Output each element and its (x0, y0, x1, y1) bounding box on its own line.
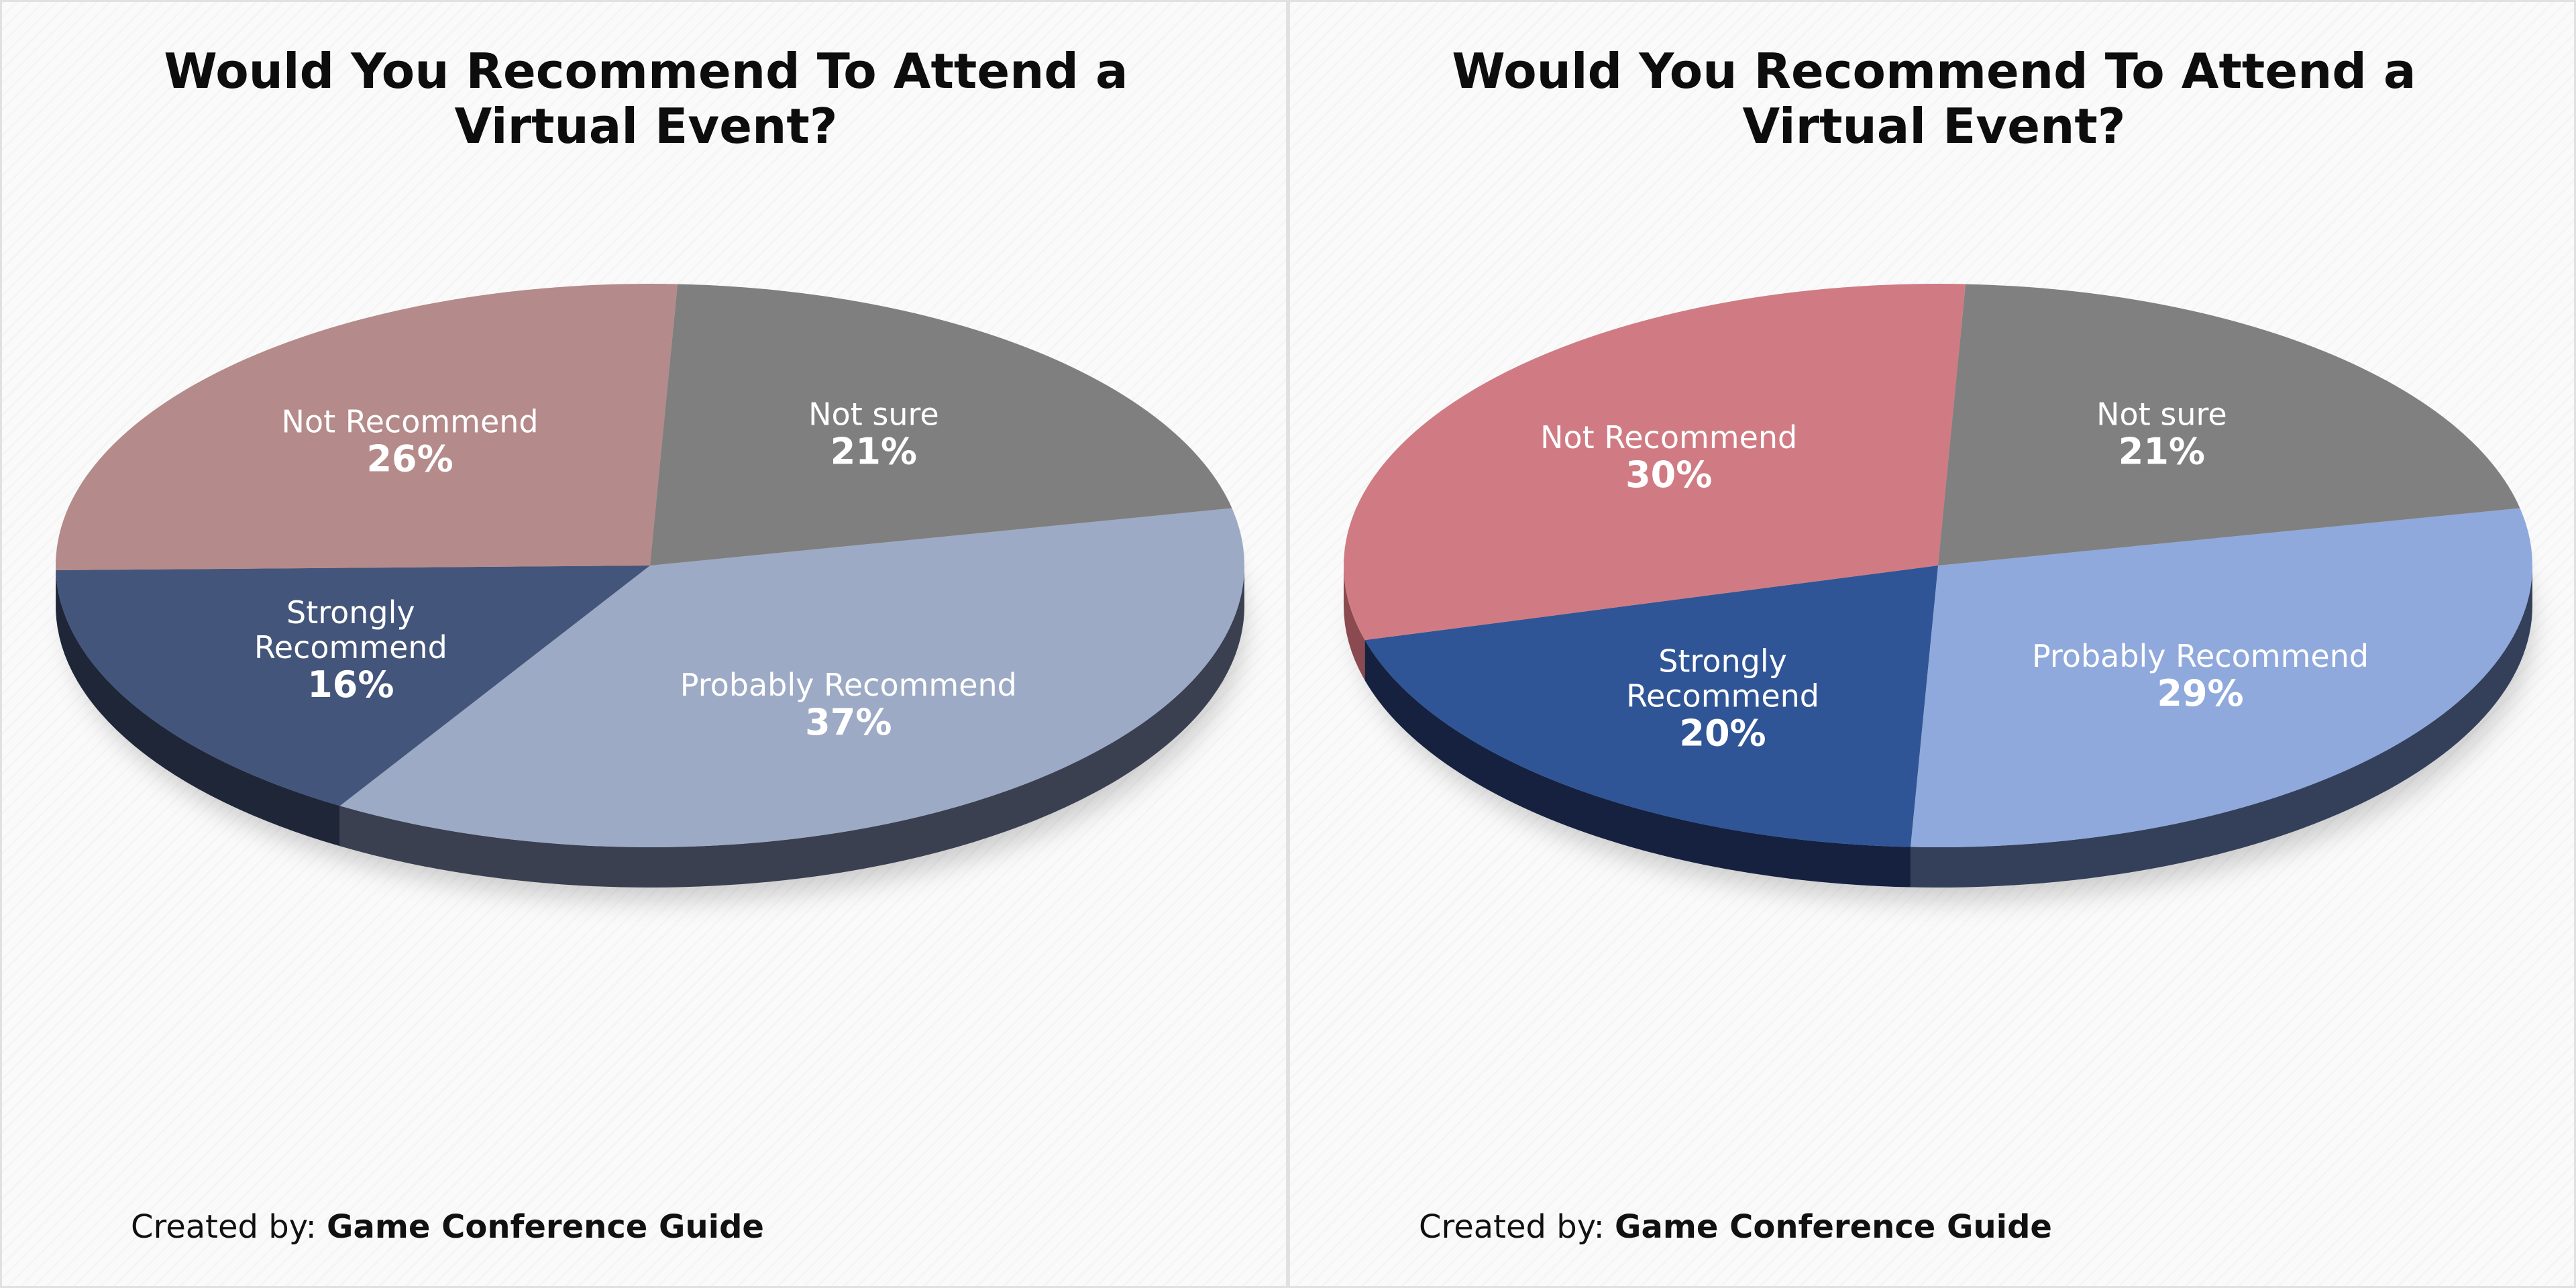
slice-label: Recommend (254, 629, 447, 665)
slice-label: Strongly (1658, 643, 1787, 680)
slice-value: 29% (2157, 672, 2243, 714)
chart-panel-right: Would You Recommend To Attend a Virtual … (1288, 0, 2576, 1288)
pie-side-strongly-recommend (1364, 640, 1911, 888)
credit-line: Created by: Game Conference Guide (131, 1208, 764, 1246)
pie-side-walls (1344, 566, 2532, 888)
pie-slice-probably-recommend (339, 508, 1245, 847)
chart-title: Would You Recommend To Attend a Virtual … (1452, 43, 2416, 154)
slice-value: 26% (366, 437, 453, 480)
slice-label: Probably Recommend (680, 667, 1017, 703)
slice-label: Not Recommend (282, 403, 539, 439)
credit-prefix: Created by: (131, 1208, 317, 1246)
chart-panel-left: Would You Recommend To Attend a Virtual … (0, 0, 1288, 1288)
slice-label: Strongly (286, 594, 415, 631)
slice-value: 30% (1625, 453, 1712, 496)
pie-side-walls (56, 566, 1245, 888)
credit-name: Game Conference Guide (1615, 1208, 2052, 1246)
credit-line: Created by: Game Conference Guide (1419, 1208, 2052, 1246)
chart-title: Would You Recommend To Attend a Virtual … (164, 43, 1128, 154)
pie-side-not-recommend (1344, 566, 1365, 681)
pie-side-strongly-recommend (56, 570, 340, 847)
pie-slice-not-recommend (1344, 284, 1966, 641)
pie-side-probably-recommend (339, 566, 1245, 888)
pie-slice-probably-recommend (1910, 508, 2532, 847)
credit-name: Game Conference Guide (327, 1208, 764, 1246)
slice-label: Recommend (1626, 678, 1819, 714)
slice-label: Probably Recommend (2032, 638, 2369, 674)
slice-value: 16% (307, 663, 394, 706)
credit-prefix: Created by: (1419, 1208, 1605, 1246)
pie-slice-strongly-recommend (1364, 566, 1938, 847)
slice-value: 37% (805, 701, 892, 743)
pie-slices (55, 284, 1245, 847)
slice-label: Not sure (2096, 396, 2227, 432)
pie-slices (1344, 284, 2532, 847)
slice-label: Not sure (808, 396, 939, 432)
slice-label: Not Recommend (1540, 419, 1797, 455)
slice-value: 21% (830, 430, 917, 472)
pie-slice-not-sure (1938, 284, 2520, 566)
pie-side-probably-recommend (1910, 566, 2532, 888)
slice-value: 20% (1679, 712, 1766, 755)
pie-slice-not-recommend (55, 284, 678, 570)
pie-slice-strongly-recommend (56, 566, 650, 806)
slice-value: 21% (2118, 430, 2205, 472)
pie-slice-not-sure (650, 284, 1232, 566)
